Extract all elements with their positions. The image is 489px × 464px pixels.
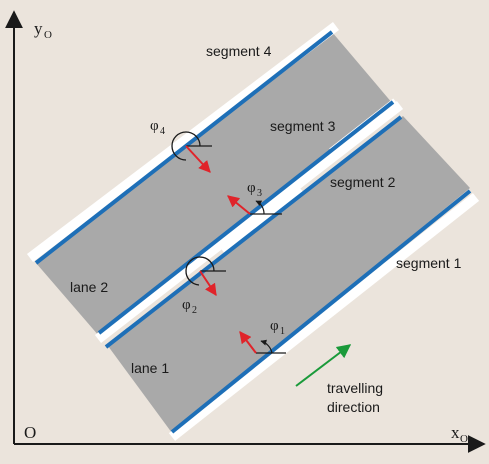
svg-text:2: 2 — [192, 305, 197, 316]
angle-phi-1: φ 1 — [239, 318, 286, 354]
y-axis-label: y — [34, 19, 43, 38]
svg-text:φ: φ — [150, 118, 159, 134]
outer-margin-bottom — [168, 193, 480, 441]
lane-label-2: lane 2 — [70, 279, 108, 295]
angle-phi-2: φ 2 — [182, 256, 226, 316]
lane-separator — [94, 101, 404, 343]
direction-label-line-1: travelling — [327, 380, 383, 396]
svg-text:φ: φ — [270, 318, 279, 334]
segment-label-3: segment 3 — [270, 118, 336, 134]
y-axis-sub: O — [44, 29, 52, 41]
svg-text:3: 3 — [257, 188, 262, 199]
direction-label-line-2: direction — [327, 399, 380, 415]
segment-label-4: segment 4 — [206, 43, 272, 59]
svg-text:1: 1 — [280, 326, 285, 337]
edge-line-segment-3 — [97, 100, 395, 335]
segment-label-2: segment 2 — [330, 174, 396, 190]
arrow-up-right-icon — [295, 344, 352, 387]
gap-lane-2 — [157, 241, 231, 303]
edge-line-segment-1 — [170, 189, 472, 434]
lane-label-1: lane 1 — [131, 360, 169, 376]
svg-text:φ: φ — [182, 297, 191, 313]
road-lane-2 — [36, 32, 393, 336]
outer-margin-top — [26, 22, 340, 262]
edge-line-segment-2 — [104, 115, 403, 349]
svg-text:φ: φ — [247, 180, 256, 196]
angle-phi-3: φ 3 — [227, 180, 282, 215]
angle-phi-4: φ 4 — [150, 118, 212, 173]
x-axis-label: x — [451, 423, 460, 442]
x-axis-sub: O — [460, 433, 468, 445]
origin-label: O — [24, 423, 36, 442]
svg-text:4: 4 — [160, 126, 165, 137]
road-lane-1 — [108, 116, 470, 433]
edge-line-segment-4 — [34, 30, 334, 265]
segment-label-1: segment 1 — [396, 255, 462, 271]
